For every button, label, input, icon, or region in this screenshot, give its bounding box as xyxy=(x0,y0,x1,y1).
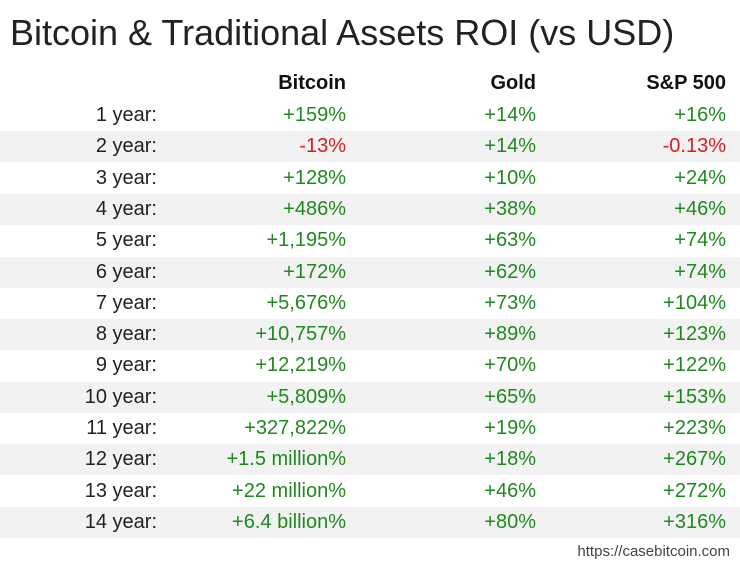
sp500-roi-value: +74% xyxy=(674,229,726,252)
row-label: 4 year: xyxy=(95,197,157,220)
row-label: 10 year: xyxy=(84,385,157,408)
bitcoin-roi-value: +128% xyxy=(283,166,346,189)
source-url: https://casebitcoin.com xyxy=(577,543,730,560)
gold-roi-value: +10% xyxy=(484,166,536,189)
row-label: 11 year: xyxy=(86,417,157,439)
table-row: 14 year: +6.4 billion% +80% +316% xyxy=(0,506,740,538)
row-label: 3 year: xyxy=(95,166,157,189)
row-label: 9 year: xyxy=(95,354,157,377)
sp500-roi-value: +46% xyxy=(674,197,726,220)
gold-roi-value: +65% xyxy=(484,385,536,408)
table-row: 11 year: +327,822% +19% +223% xyxy=(0,413,740,444)
gold-roi-value: +18% xyxy=(484,448,536,471)
gold-roi-value: +38% xyxy=(484,197,536,220)
row-label: 6 year: xyxy=(95,260,157,283)
sp500-roi-value: +316% xyxy=(663,510,726,533)
gold-roi-value: +80% xyxy=(484,510,536,533)
gold-roi-value: +63% xyxy=(484,229,536,252)
sp500-roi-value: +123% xyxy=(663,323,726,346)
gold-roi-value: +14% xyxy=(484,104,536,126)
bitcoin-roi-value: +6.4 billion% xyxy=(232,510,346,533)
sp500-roi-value: +272% xyxy=(663,479,726,502)
bitcoin-roi-value: +1,195% xyxy=(266,229,346,252)
table-row: 2 year: -13% +14% -0.13% xyxy=(0,131,740,163)
bitcoin-roi-value: +22 million% xyxy=(232,479,346,502)
row-label: 8 year: xyxy=(95,323,157,346)
row-label: 7 year: xyxy=(95,291,157,314)
gold-roi-value: +19% xyxy=(484,417,536,439)
table-row: 3 year: +128% +10% +24% xyxy=(0,163,740,194)
row-label: 5 year: xyxy=(95,229,157,252)
header-gold: Gold xyxy=(490,72,536,94)
bitcoin-roi-value: +486% xyxy=(283,197,346,220)
gold-roi-value: +62% xyxy=(484,260,536,283)
bitcoin-roi-value: +159% xyxy=(283,104,346,126)
sp500-roi-value: -0.13% xyxy=(662,135,726,158)
gold-roi-value: +14% xyxy=(484,135,536,158)
gold-roi-value: +73% xyxy=(484,291,536,314)
sp500-roi-value: +267% xyxy=(663,448,726,471)
table-row: 7 year: +5,676% +73% +104% xyxy=(0,288,740,319)
table-row: 12 year: +1.5 million% +18% +267% xyxy=(0,444,740,476)
header-period xyxy=(0,68,157,99)
row-label: 14 year: xyxy=(84,510,157,533)
table-row: 13 year: +22 million% +46% +272% xyxy=(0,476,740,507)
sp500-roi-value: +153% xyxy=(663,385,726,408)
header-sp500: S&P 500 xyxy=(646,72,726,94)
roi-table: Bitcoin Gold S&P 500 1 year: +159% +14% +16… xyxy=(0,66,740,542)
row-label: 2 year: xyxy=(95,135,157,158)
bitcoin-roi-value: +172% xyxy=(283,260,346,283)
row-label: 13 year: xyxy=(84,479,157,502)
sp500-roi-value: +122% xyxy=(663,354,726,377)
sp500-roi-value: +223% xyxy=(663,417,726,439)
table-row: 9 year: +12,219% +70% +122% xyxy=(0,350,740,381)
table-row: 1 year: +159% +14% +16% xyxy=(0,100,740,131)
table-row: 6 year: +172% +62% +74% xyxy=(0,256,740,288)
sp500-roi-value: +16% xyxy=(674,104,726,126)
bitcoin-roi-value: +5,809% xyxy=(266,385,346,408)
table-row: 10 year: +5,809% +65% +153% xyxy=(0,381,740,413)
table-row: 5 year: +1,195% +63% +74% xyxy=(0,225,740,256)
bitcoin-roi-value: +10,757% xyxy=(255,323,346,346)
bitcoin-roi-value: +12,219% xyxy=(255,354,346,377)
sp500-roi-value: +24% xyxy=(674,166,726,189)
gold-roi-value: +70% xyxy=(484,354,536,377)
bitcoin-roi-value: +1.5 million% xyxy=(226,448,346,471)
gold-roi-value: +46% xyxy=(484,479,536,502)
table-row: 8 year: +10,757% +89% +123% xyxy=(0,319,740,351)
header-bitcoin: Bitcoin xyxy=(278,72,346,94)
bitcoin-roi-value: -13% xyxy=(299,135,346,158)
header-row: Bitcoin Gold S&P 500 xyxy=(0,68,740,99)
sp500-roi-value: +74% xyxy=(674,260,726,283)
table-row: 4 year: +486% +38% +46% xyxy=(0,193,740,225)
title-bar xyxy=(0,0,740,66)
sp500-roi-value: +104% xyxy=(663,291,726,314)
bitcoin-roi-value: +327,822% xyxy=(244,417,346,439)
chart-title: Bitcoin & Traditional Assets ROI (vs USD… xyxy=(10,12,675,53)
gold-roi-value: +89% xyxy=(484,323,536,346)
bitcoin-roi-value: +5,676% xyxy=(266,291,346,314)
row-label: 1 year: xyxy=(95,104,157,126)
row-label: 12 year: xyxy=(84,448,157,471)
